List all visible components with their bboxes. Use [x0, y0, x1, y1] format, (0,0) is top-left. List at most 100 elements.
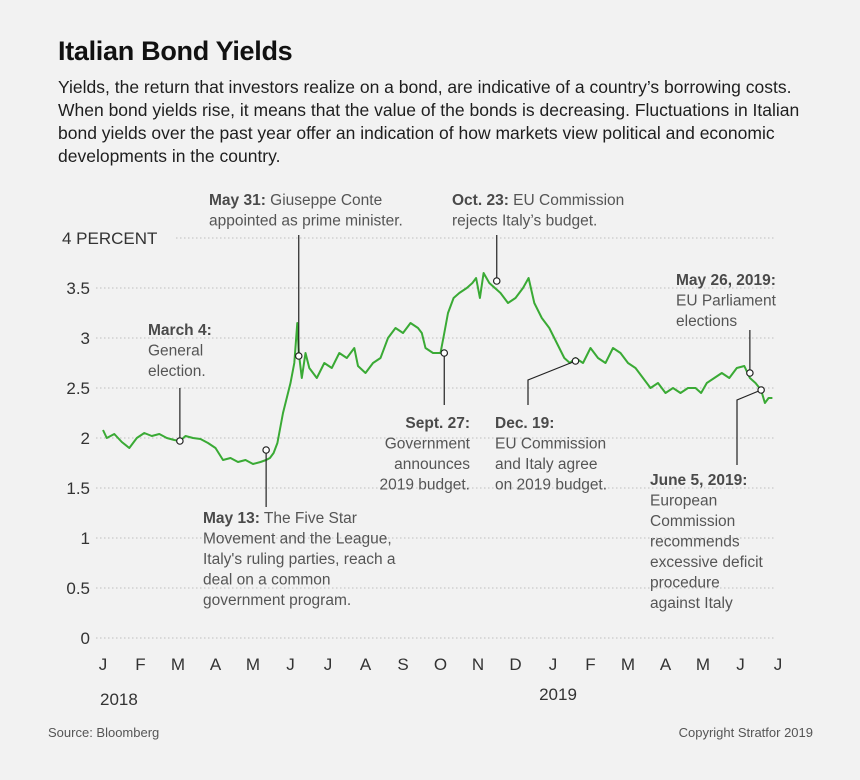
- x-tick-label: M: [246, 655, 260, 674]
- x-tick-label: A: [360, 655, 372, 674]
- annotation-text: May 26, 2019: EU Parliament elections: [676, 272, 777, 330]
- y-tick-label: 1: [81, 529, 90, 548]
- annotation-line: government program.: [203, 592, 351, 609]
- annotation-line: Oct. 23: EU Commission: [452, 192, 624, 209]
- x-tick-label: J: [286, 655, 295, 674]
- annotation-text: March 4: General election.: [148, 322, 212, 380]
- annotation-line: 2019 budget.: [379, 477, 470, 494]
- annotation-line: Giuseppe Conte: [266, 192, 382, 209]
- annotation-line: Government: [385, 436, 471, 453]
- annotation-line: May 31: Giuseppe Conte: [209, 192, 382, 209]
- x-tick-label: S: [397, 655, 408, 674]
- annotation-line: EU Parliament: [676, 293, 777, 310]
- annotation-line: on 2019 budget.: [495, 477, 607, 494]
- x-tick-label: O: [434, 655, 447, 674]
- annotation-line: Dec. 19:: [495, 415, 554, 432]
- series-layer: [102, 272, 773, 465]
- x-axis: J F M A M J J A S O N D J F M A M J J 2018 2019: [99, 655, 783, 709]
- x-tick-label: J: [774, 655, 783, 674]
- annotation-text: May 13: The Five Star Movement and the Le…: [203, 510, 396, 609]
- annotation-line: deal on a common: [203, 572, 331, 589]
- annotation-line: election.: [148, 363, 206, 380]
- annotation-line: European: [650, 493, 717, 510]
- gridlines: [96, 237, 775, 639]
- annotation-line: EU Commission: [509, 192, 624, 209]
- x-tick-label: J: [99, 655, 108, 674]
- annotation-line: appointed as prime minister.: [209, 213, 403, 230]
- annotation-line: May 26, 2019:: [676, 272, 776, 289]
- x-tick-label: M: [171, 655, 185, 674]
- annotation-marker: [757, 386, 765, 394]
- x-tick-label: J: [736, 655, 745, 674]
- y-axis-label: 4 PERCENT: [62, 229, 157, 248]
- annotation-text: May 31: Giuseppe Conte appointed as prime…: [209, 192, 403, 230]
- x-tick-label: A: [210, 655, 222, 674]
- chart-subtitle: Yields, the return that investors realiz…: [58, 77, 800, 166]
- y-tick-label: 2: [81, 429, 90, 448]
- annotation-date: May 31:: [209, 192, 266, 209]
- annotation-line: procedure: [650, 575, 720, 592]
- x-tick-label: J: [324, 655, 333, 674]
- annotation-marker: [440, 349, 449, 357]
- year-label: 2019: [539, 685, 577, 704]
- annotation-line: announces: [394, 456, 470, 473]
- annotation-marker: [571, 357, 580, 365]
- annotation-marker: [176, 437, 184, 445]
- annotation-line: elections: [676, 313, 737, 330]
- annotation-line: Commission: [650, 513, 735, 530]
- annotation-date: March 4:: [148, 322, 212, 339]
- y-tick-label: 3.5: [66, 279, 90, 298]
- annotation-line: June 5, 2019:: [650, 472, 747, 489]
- annotation-date: June 5, 2019:: [650, 472, 747, 489]
- annotation-line: March 4:: [148, 322, 212, 339]
- x-tick-label: A: [660, 655, 672, 674]
- y-axis: 0 0.5 1 1.5 2 2.5 3 3.5 4 PERCENT: [62, 229, 157, 648]
- y-tick-label: 2.5: [66, 379, 90, 398]
- x-tick-label: J: [549, 655, 558, 674]
- x-tick-label: D: [509, 655, 521, 674]
- annotation-line: recommends: [650, 534, 740, 551]
- annotation-text: June 5, 2019: European Commission recommend…: [650, 472, 764, 612]
- annotations-layer: March 4: General election. May 13: The Five…: [148, 192, 777, 612]
- annotation-line: EU Commission: [495, 436, 606, 453]
- annotation-text: Dec. 19: EU Commission and Italy agree on 2…: [495, 415, 607, 494]
- annotation-marker: [262, 446, 270, 454]
- copyright-note: Copyright Stratfor 2019: [679, 725, 813, 740]
- annotation-text: Oct. 23: EU Commission rejects Italy’s bu…: [452, 192, 624, 230]
- annotation-line: against Italy: [650, 595, 733, 612]
- y-tick-label: 1.5: [66, 479, 90, 498]
- annotation-text: Sept. 27: Government announces 2019 budget.: [379, 415, 470, 494]
- annotation-date: May 13:: [203, 510, 260, 527]
- annotation-leader: [527, 360, 576, 405]
- y-tick-label: 0: [81, 629, 90, 648]
- y-tick-label: 0.5: [66, 579, 90, 598]
- annotation-line: General: [148, 343, 203, 360]
- annotation-date: May 26, 2019:: [676, 272, 776, 289]
- annotation-marker: [746, 369, 754, 377]
- x-tick-label: M: [696, 655, 710, 674]
- x-tick-label: F: [585, 655, 595, 674]
- annotation-date: Dec. 19:: [495, 415, 554, 432]
- x-tick-label: N: [472, 655, 484, 674]
- x-tick-label: F: [135, 655, 145, 674]
- chart-title: Italian Bond Yields: [58, 36, 293, 66]
- annotation-line: Italy's ruling parties, reach a: [203, 551, 396, 568]
- annotation-line: Movement and the League,: [203, 531, 392, 548]
- x-tick-label: M: [621, 655, 635, 674]
- annotation-line: and Italy agree: [495, 456, 598, 473]
- series-line: [102, 272, 773, 465]
- annotation-line: May 13: The Five Star: [203, 510, 357, 527]
- annotation-marker: [492, 277, 501, 285]
- annotation-date: Sept. 27:: [405, 415, 470, 432]
- annotation-line: rejects Italy’s budget.: [452, 213, 597, 230]
- annotation-leader: [736, 389, 762, 465]
- annotation-date: Oct. 23:: [452, 192, 509, 209]
- y-tick-label: 3: [81, 329, 90, 348]
- annotation-line: excessive deficit: [650, 554, 764, 571]
- annotation-line: The Five Star: [260, 510, 357, 527]
- source-note: Source: Bloomberg: [48, 725, 159, 740]
- annotation-line: Sept. 27:: [405, 415, 470, 432]
- annotation-marker: [294, 352, 303, 360]
- year-label: 2018: [100, 690, 138, 709]
